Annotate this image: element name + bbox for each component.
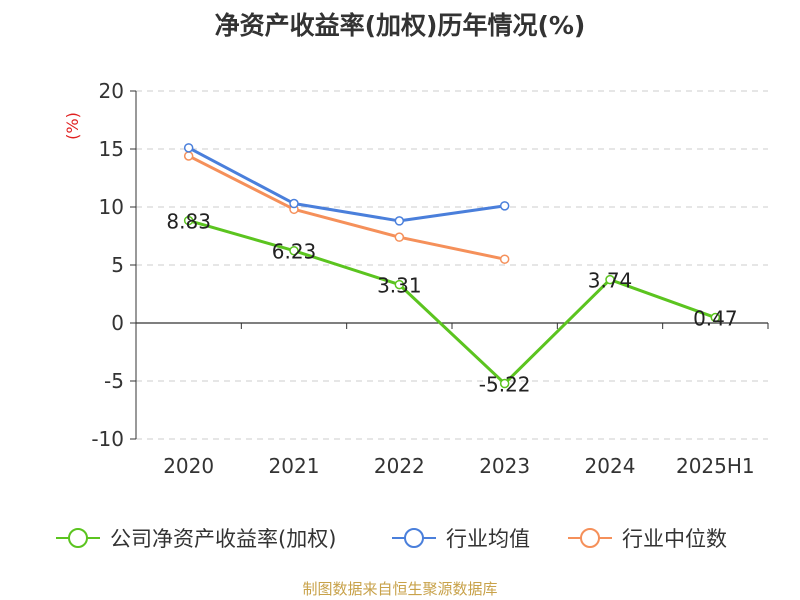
- chart-title: 净资产收益率(加权)历年情况(%): [214, 11, 586, 40]
- x-tick-label: 2025H1: [676, 454, 755, 478]
- data-point: [499, 254, 510, 264]
- legend-marker-icon: [568, 528, 612, 548]
- legend: 公司净资产收益率(加权) 行业均值 行业中位数: [0, 522, 800, 554]
- data-label: 8.83: [166, 210, 211, 234]
- data-point: [499, 378, 510, 389]
- data-point: [605, 274, 615, 285]
- y-tick-label: 20: [99, 79, 124, 103]
- data-label: 3.74: [588, 269, 633, 293]
- legend-label: 行业均值: [446, 527, 530, 551]
- y-tick-label: 0: [111, 311, 124, 335]
- series-line: [188, 219, 716, 386]
- data-point: [394, 232, 405, 242]
- y-tick-label: -5: [104, 369, 124, 393]
- y-tick-label: -10: [91, 427, 124, 451]
- x-tick-label: 2024: [585, 454, 636, 478]
- data-label: 3.31: [377, 274, 422, 298]
- data-point: [183, 151, 194, 161]
- series-line: [187, 146, 505, 223]
- y-tick-label: 15: [99, 137, 124, 161]
- data-point: [499, 201, 510, 211]
- legend-label: 行业中位数: [622, 527, 727, 551]
- legend-item-industry-median[interactable]: 行业中位数: [566, 522, 727, 554]
- data-label: 6.23: [272, 240, 317, 264]
- line-chart: (%) 20 15 10 5 0 -5 -10 2020 2021 2022 2023 2024 2025…: [63, 79, 769, 478]
- legend-marker-icon: [392, 528, 436, 548]
- data-point: [183, 215, 194, 226]
- data-source-note: 制图数据来自恒生聚源数据库: [302, 580, 498, 598]
- data-point: [394, 279, 405, 290]
- legend-item-company-roe[interactable]: 公司净资产收益率(加权): [54, 522, 336, 554]
- data-label: -5.22: [479, 373, 531, 397]
- data-point: [183, 143, 194, 153]
- x-tick-label: 2022: [374, 454, 425, 478]
- data-point: [289, 245, 299, 256]
- legend-marker-icon: [56, 528, 100, 548]
- series-line: [187, 154, 505, 261]
- legend-item-industry-mean[interactable]: 行业均值: [390, 522, 530, 554]
- x-tick-label: 2023: [479, 454, 530, 478]
- data-point: [394, 216, 405, 226]
- data-label: 0.47: [693, 307, 738, 331]
- data-point: [289, 198, 299, 209]
- y-tick-label: 5: [111, 253, 124, 277]
- data-point: [710, 312, 721, 323]
- y-tick-label: 10: [99, 195, 124, 219]
- legend-label: 公司净资产收益率(加权): [110, 527, 337, 551]
- y-axis-label: (%): [63, 112, 82, 140]
- x-tick-label: 2021: [269, 454, 320, 478]
- x-tick-label: 2020: [163, 454, 214, 478]
